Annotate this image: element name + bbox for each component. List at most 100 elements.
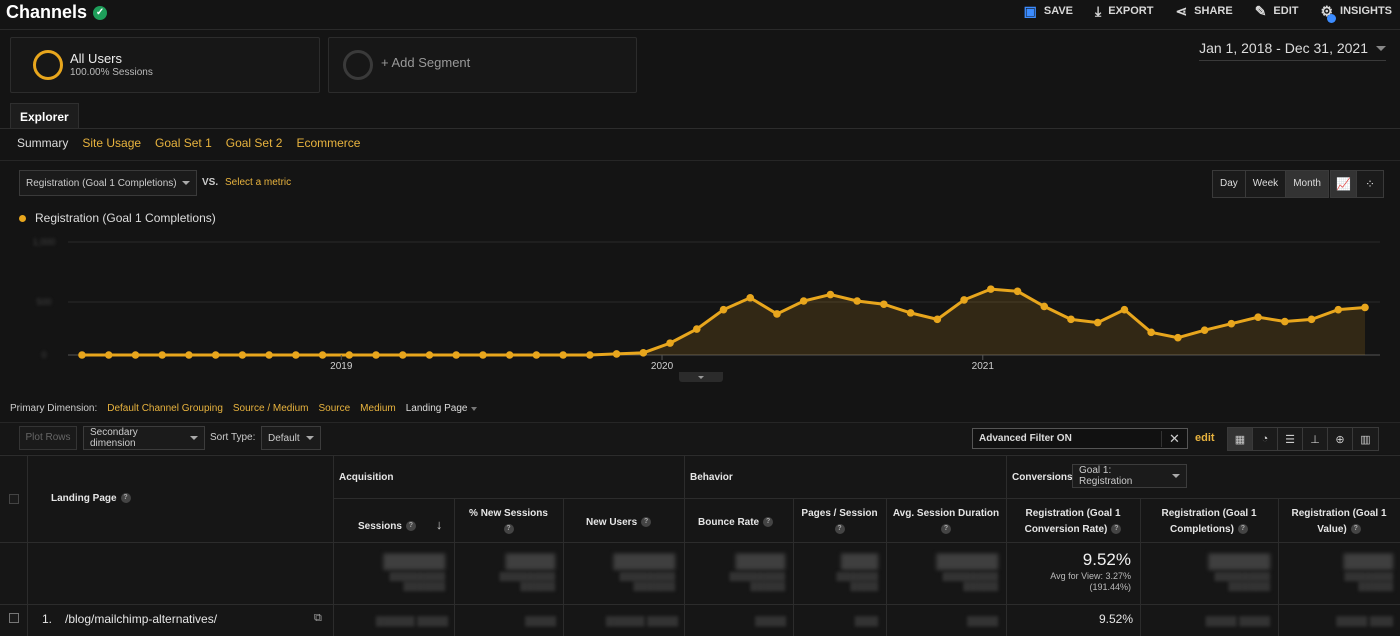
subtab-ecommerce[interactable]: Ecommerce <box>296 136 361 150</box>
column-divider <box>454 498 455 636</box>
data-point <box>78 351 86 359</box>
bounce-rate-header[interactable]: Bounce Rate? <box>698 517 774 528</box>
term-cloud-icon[interactable]: ⊕ <box>1328 428 1353 450</box>
granularity-month-button[interactable]: Month <box>1286 171 1328 197</box>
goal-value-header[interactable]: Registration (Goal 1 Value)? <box>1291 508 1387 535</box>
dimension-default-channel-grouping[interactable]: Default Channel Grouping <box>107 403 223 414</box>
segment-sessions-share: 100.00% Sessions <box>70 67 153 78</box>
help-icon: ? <box>763 517 774 528</box>
secondary-dimension-dropdown[interactable]: Secondary dimension <box>83 426 205 450</box>
data-point <box>1200 326 1209 334</box>
subtab-goal-set-2[interactable]: Goal Set 2 <box>225 136 283 150</box>
avg-session-duration-header[interactable]: Avg. Session Duration? <box>892 508 1000 535</box>
granularity-week-button[interactable]: Week <box>1245 171 1287 197</box>
data-point <box>425 351 434 359</box>
data-point <box>318 351 327 359</box>
metric-dropdown[interactable]: Registration (Goal 1 Completions) <box>19 170 197 196</box>
add-segment-button[interactable]: + Add Segment <box>328 37 637 93</box>
completions-header[interactable]: Registration (Goal 1 Completions)? <box>1161 508 1257 535</box>
row-index: 1. <box>42 612 53 626</box>
plot-rows-button[interactable]: Plot Rows <box>19 426 77 450</box>
behavior-group-header: Behavior <box>690 472 733 483</box>
completions-total-detail-redacted: ▇▇▇▇▇▇▇▇ ▇▇▇▇▇▇ <box>1214 571 1270 591</box>
data-point <box>853 297 861 305</box>
select-all-checkbox[interactable] <box>9 494 19 504</box>
column-divider <box>333 455 334 636</box>
motion-chart-icon[interactable]: ⁘ <box>1357 171 1383 197</box>
chevron-down-icon <box>471 406 478 411</box>
collapse-chart-button[interactable] <box>679 372 723 382</box>
landing-page-header[interactable]: Landing Page? <box>51 493 131 504</box>
goal-selector-dropdown[interactable]: Goal 1: Registration <box>1072 464 1187 488</box>
landing-page-link[interactable]: /blog/mailchimp-alternatives/ <box>65 612 218 626</box>
data-point <box>719 305 728 314</box>
save-button[interactable]: ▣ SAVE <box>1023 2 1073 19</box>
verified-check-icon: ✓ <box>93 5 108 20</box>
data-point <box>104 351 113 359</box>
data-point <box>1013 287 1022 296</box>
help-icon: ? <box>834 524 845 535</box>
line-chart-icon[interactable]: 📈 <box>1331 171 1357 197</box>
legend-label: Registration (Goal 1 Completions) <box>35 211 216 225</box>
row-checkbox[interactable] <box>9 613 19 623</box>
help-icon: ? <box>1350 524 1361 535</box>
data-point <box>1067 315 1075 324</box>
bounce-rate-total-detail-redacted: ▇▇▇▇▇▇▇▇ ▇▇▇▇▇ <box>729 571 785 591</box>
data-point <box>505 351 514 359</box>
row-goal-value-redacted: ▇▇▇▇ ▇▇▇ <box>1336 616 1393 627</box>
clear-filter-icon[interactable]: ✕ <box>1161 430 1187 447</box>
segment-all-users[interactable]: All Users 100.00% Sessions <box>10 37 320 93</box>
new-sessions-header[interactable]: % New Sessions? <box>469 508 548 535</box>
x-tick-label: 2021 <box>972 361 995 372</box>
pie-chart-icon[interactable]: ◔ <box>1253 428 1278 450</box>
dimension-source-medium[interactable]: Source / Medium <box>232 403 309 414</box>
vs-label: VS. <box>202 177 219 188</box>
conversion-rate-header[interactable]: Registration (Goal 1 Conversion Rate)? <box>1024 508 1122 535</box>
advanced-filter-input[interactable]: Advanced Filter ON ✕ <box>972 428 1188 449</box>
row-new-users-redacted: ▇▇▇▇▇ ▇▇▇▇ <box>606 616 678 627</box>
data-point <box>666 339 674 347</box>
pages-session-header[interactable]: Pages / Session? <box>801 508 878 535</box>
share-button[interactable]: ⋖ SHARE <box>1175 2 1233 19</box>
conversions-group-header: Conversions <box>1012 472 1073 483</box>
pivot-icon[interactable]: ▥ <box>1353 428 1378 450</box>
edit-button[interactable]: ✎ EDIT <box>1254 2 1299 19</box>
insights-button[interactable]: ⚙ INSIGHTS <box>1320 2 1392 23</box>
edit-filter-link[interactable]: edit <box>1195 432 1215 444</box>
dimension-landing-page[interactable]: Landing Page <box>406 403 478 414</box>
subtab-goal-set-1[interactable]: Goal Set 1 <box>155 136 212 150</box>
new-users-header[interactable]: New Users? <box>586 517 652 528</box>
granularity-day-button[interactable]: Day <box>1213 171 1246 197</box>
chart-legend: Registration (Goal 1 Completions) <box>19 211 216 225</box>
help-icon: ? <box>641 517 652 528</box>
data-point <box>532 351 541 359</box>
data-table-icon[interactable]: ▦ <box>1228 428 1253 450</box>
y-tick-label: 500 <box>36 297 51 307</box>
sessions-header[interactable]: Sessions? ↓ <box>358 517 443 532</box>
dimension-medium[interactable]: Medium <box>360 403 396 414</box>
help-icon: ? <box>1237 524 1248 535</box>
empty-segment-ring-icon <box>343 50 373 80</box>
primary-dimension-label: Primary Dimension: <box>10 403 98 414</box>
column-divider <box>1006 455 1007 636</box>
performance-bars-icon[interactable]: ☰ <box>1278 428 1303 450</box>
chevron-down-icon <box>1376 45 1386 51</box>
tab-explorer[interactable]: Explorer <box>10 103 79 129</box>
data-point <box>799 297 808 305</box>
data-point <box>1307 315 1316 324</box>
date-range-picker[interactable]: Jan 1, 2018 - Dec 31, 2021 <box>1199 40 1386 61</box>
data-point <box>185 351 193 359</box>
subtab-summary[interactable]: Summary <box>17 136 69 150</box>
timeline-chart: 1,000 500 0 2019 2020 2021 <box>33 237 1380 372</box>
y-tick-label: 1,000 <box>33 237 56 247</box>
select-metric-link[interactable]: Select a metric <box>225 177 292 188</box>
export-button[interactable]: ⤓ EXPORT <box>1095 2 1154 19</box>
open-page-icon[interactable]: ⧉ <box>314 612 322 624</box>
dimension-source[interactable]: Source <box>318 403 351 414</box>
table-border <box>0 455 1400 456</box>
subtab-site-usage[interactable]: Site Usage <box>82 136 142 150</box>
data-point <box>559 351 567 359</box>
help-icon: ? <box>120 493 131 504</box>
comparison-icon[interactable]: ⊥ <box>1303 428 1328 450</box>
sort-type-dropdown[interactable]: Default <box>261 426 321 450</box>
